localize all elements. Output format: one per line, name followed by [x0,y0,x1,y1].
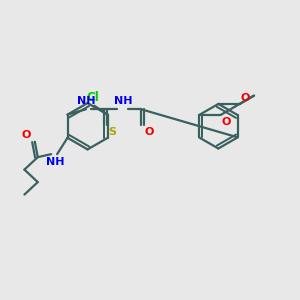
Text: O: O [145,127,154,137]
Text: Cl: Cl [86,91,99,104]
Text: O: O [221,118,231,128]
Text: S: S [108,127,116,137]
Text: NH: NH [77,96,95,106]
Text: NH: NH [46,157,65,167]
Text: NH: NH [113,96,132,106]
Text: O: O [21,130,31,140]
Text: O: O [241,93,250,103]
